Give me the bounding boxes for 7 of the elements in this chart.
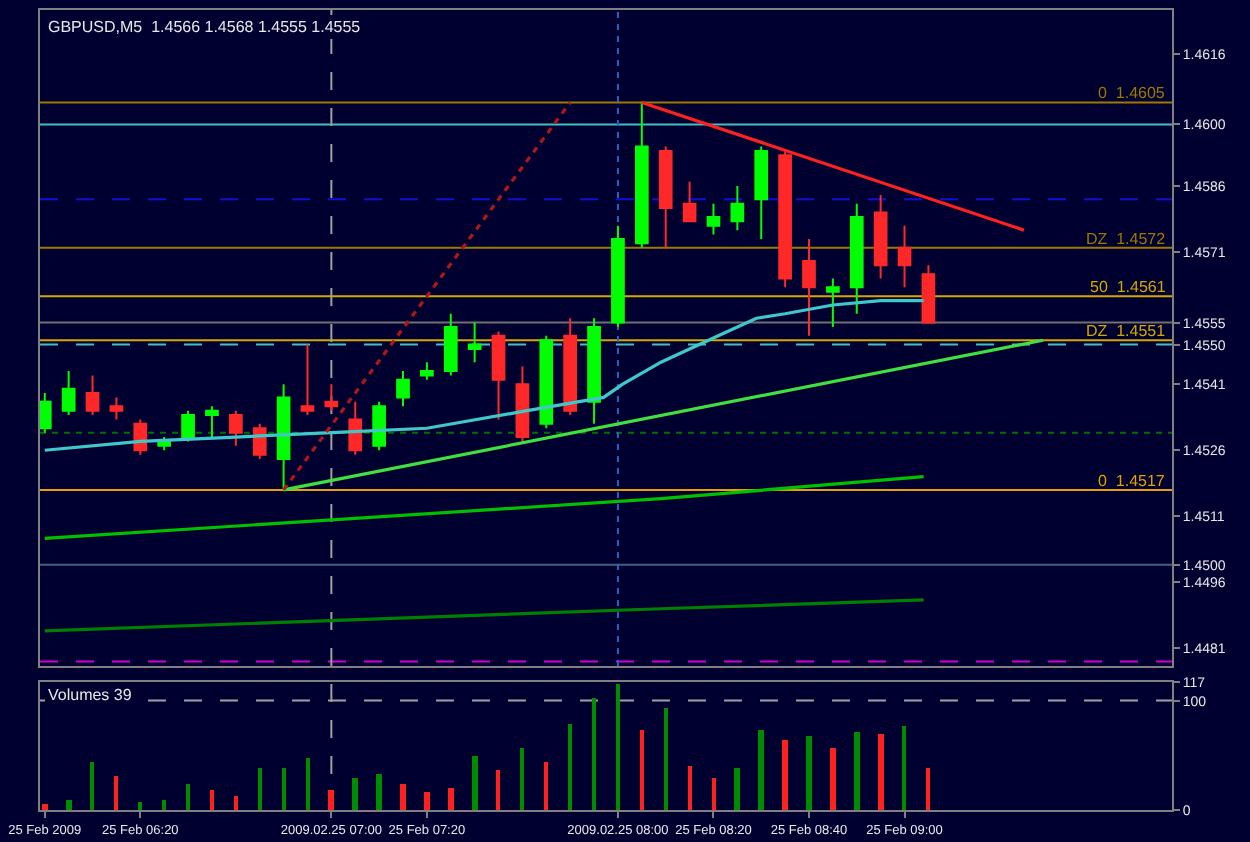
- ref-line-label: 0 1.4517: [1098, 472, 1166, 490]
- ref-line-label: 0 1.4605: [1098, 84, 1166, 102]
- ref-line-label: DZ 1.4551: [1086, 322, 1167, 340]
- chart-title: Volumes 39: [48, 686, 133, 704]
- ref-line-label: 50 1.4561: [1090, 278, 1167, 296]
- ref-line-label: DZ 1.4572: [1086, 230, 1167, 248]
- text: GBPUSD,M5 1.4566 1.4568 1.4555 1.4555: [48, 18, 362, 36]
